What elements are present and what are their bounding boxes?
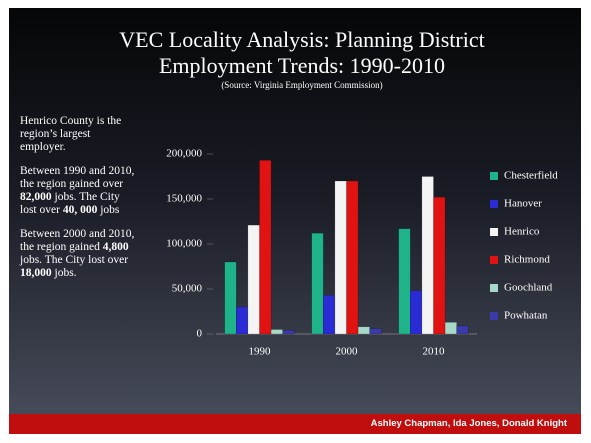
legend-label: Hanover — [504, 198, 542, 210]
legend-label: Henrico — [504, 226, 540, 238]
bar — [259, 160, 272, 335]
x-tick-label: 2000 — [336, 346, 359, 358]
y-tick-label: 0 — [197, 328, 203, 340]
y-tick-label: 150,000 — [166, 193, 202, 205]
text-run: 40, 000 — [62, 204, 98, 216]
text-run: jobs. The City lost over — [20, 254, 129, 266]
legend-label: Richmond — [504, 254, 550, 266]
bar — [282, 330, 295, 335]
bar — [323, 295, 336, 335]
footer: Ashley Chapman, Ida Jones, Donald Knight — [9, 414, 581, 434]
chart-title: VEC Locality Analysis: Planning District — [119, 27, 484, 52]
bar — [224, 261, 237, 335]
bar — [236, 306, 249, 335]
legend-swatch — [490, 256, 498, 264]
y-tick-label: 200,000 — [166, 148, 202, 160]
legend-label: Chesterfield — [504, 170, 558, 182]
side-text: Henrico County is the region’s largest e… — [20, 115, 138, 291]
text-run: jobs. — [51, 267, 77, 279]
text-run: 82,000 — [20, 191, 52, 203]
bar — [410, 290, 423, 335]
legend-swatch — [490, 312, 498, 320]
y-tick-label: 100,000 — [166, 238, 202, 250]
legend-label: Goochland — [504, 282, 553, 294]
paragraph: Between 1990 and 2010, the region gained… — [20, 165, 138, 217]
chart: VEC Locality Analysis: Planning District… — [119, 27, 558, 358]
x-tick-label: 2010 — [423, 346, 446, 358]
slide: VEC Locality Analysis: Planning District… — [9, 8, 581, 434]
legend-label: Powhatan — [504, 310, 548, 322]
bar — [311, 232, 324, 335]
text-run: 4,800 — [102, 241, 129, 253]
text-run: jobs — [97, 204, 120, 216]
text-run: Between 1990 and 2010, the region gained… — [20, 165, 135, 190]
y-tick-label: 50,000 — [172, 283, 203, 295]
text-run: 18,000 — [20, 267, 52, 279]
paragraph: Between 2000 and 2010, the region gained… — [20, 228, 138, 280]
chart-title: Employment Trends: 1990-2010 — [159, 53, 445, 78]
legend-swatch — [490, 200, 498, 208]
bar — [444, 322, 457, 335]
x-tick-label: 1990 — [249, 346, 272, 358]
text-run: Henrico County is the region’s largest e… — [20, 115, 122, 153]
bar — [433, 196, 446, 335]
bar — [398, 228, 411, 335]
bar — [369, 328, 382, 335]
legend-swatch — [490, 284, 498, 292]
bar — [421, 176, 434, 335]
paragraph: Henrico County is the region’s largest e… — [20, 115, 138, 154]
legend-swatch — [490, 228, 498, 236]
bar — [357, 326, 370, 335]
text-run: jobs. The City lost over — [20, 191, 120, 216]
bar — [334, 180, 347, 335]
bar — [270, 329, 283, 335]
chart-subtitle: (Source: Virginia Employment Commission) — [221, 80, 382, 90]
bar — [456, 325, 469, 335]
bar — [346, 180, 359, 335]
text-run: Between 2000 and 2010, the region gained — [20, 228, 135, 253]
legend-swatch — [490, 172, 498, 180]
bar — [247, 224, 260, 335]
